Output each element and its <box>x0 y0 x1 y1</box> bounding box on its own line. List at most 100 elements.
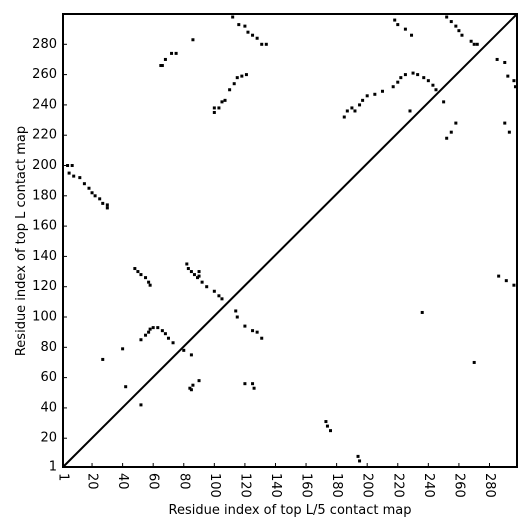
contact-point <box>197 379 201 383</box>
contact-point <box>212 289 216 293</box>
contact-point <box>358 103 362 107</box>
contact-point <box>235 315 239 319</box>
y-tick-label: 100 <box>32 310 57 325</box>
contact-point <box>220 100 224 104</box>
contact-point <box>260 336 264 340</box>
contact-point <box>156 326 160 330</box>
contact-point <box>148 283 152 287</box>
contact-point <box>396 23 400 27</box>
x-axis-label: Residue index of top L/5 contact map <box>169 503 412 518</box>
contact-point <box>121 347 125 351</box>
contact-point <box>217 294 221 298</box>
x-tick-label: 80 <box>176 473 191 490</box>
contact-point <box>420 310 424 314</box>
contact-point <box>251 33 255 37</box>
contact-point <box>228 88 232 92</box>
contact-point <box>182 348 186 352</box>
contact-point <box>66 164 70 168</box>
y-tick-label: 40 <box>40 400 57 415</box>
y-tick-label: 120 <box>32 279 57 294</box>
contact-point <box>67 171 71 175</box>
contact-point <box>78 176 82 180</box>
contact-point <box>90 191 94 195</box>
contact-point <box>170 51 174 55</box>
x-tick-label: 220 <box>390 473 405 498</box>
contact-point <box>442 100 446 104</box>
x-tick-label: 120 <box>237 473 252 498</box>
contact-point <box>449 20 453 24</box>
contact-point <box>189 388 193 392</box>
contact-point <box>147 280 151 284</box>
y-tick-label: 180 <box>32 188 57 203</box>
contact-point <box>422 76 426 80</box>
contact-point <box>188 386 192 390</box>
contact-point <box>160 64 164 68</box>
contact-point <box>365 94 369 98</box>
contact-point <box>144 276 148 280</box>
contact-point <box>101 357 105 361</box>
contact-point <box>197 274 201 278</box>
contact-point <box>449 130 453 134</box>
contact-point <box>124 385 128 389</box>
contact-point <box>70 164 74 168</box>
contact-point <box>243 24 247 28</box>
contact-point <box>416 73 420 77</box>
contact-point <box>431 83 435 87</box>
contact-point <box>243 382 247 386</box>
contact-point <box>454 121 458 125</box>
y-tick-label: 60 <box>40 370 57 385</box>
contact-point <box>72 174 76 178</box>
contact-point <box>255 330 259 334</box>
contact-point <box>460 33 464 37</box>
contact-point <box>324 420 328 424</box>
contact-point <box>189 353 193 357</box>
contact-point <box>396 80 400 84</box>
contact-point <box>497 274 501 278</box>
x-tick-label: 160 <box>299 473 314 498</box>
contact-point <box>148 327 152 331</box>
contact-point <box>234 309 238 313</box>
contact-point <box>403 73 407 77</box>
contact-point <box>220 297 224 301</box>
contact-point <box>139 403 143 407</box>
y-tick-label: 140 <box>32 249 57 264</box>
contact-point <box>200 280 204 284</box>
contact-point <box>252 386 256 390</box>
contact-point <box>391 85 395 89</box>
contact-point <box>342 115 346 119</box>
contact-point <box>513 85 517 89</box>
contact-point <box>361 98 365 102</box>
x-tick-label: 180 <box>329 473 344 498</box>
contact-point <box>356 454 360 458</box>
contact-point <box>93 194 97 198</box>
contact-point <box>196 276 200 280</box>
contact-point <box>393 18 397 22</box>
y-tick-label: 280 <box>32 37 57 52</box>
x-tick-label: 1 <box>56 473 71 481</box>
contact-point <box>212 106 216 110</box>
contact-point <box>136 270 140 274</box>
contact-point <box>475 42 479 46</box>
contact-point <box>191 383 195 387</box>
contact-point <box>192 273 196 277</box>
contact-point <box>189 270 193 274</box>
contact-point <box>503 121 507 125</box>
x-tick-label: 200 <box>360 473 375 498</box>
contact-point <box>223 98 227 102</box>
contact-point <box>105 206 109 210</box>
contact-point <box>495 57 499 61</box>
contact-point <box>399 76 403 80</box>
contact-point <box>426 79 430 83</box>
contact-point <box>251 382 255 386</box>
y-tick-label: 160 <box>32 219 57 234</box>
x-tick-label: 280 <box>482 473 497 498</box>
contact-point <box>171 341 175 345</box>
contact-point <box>205 285 209 289</box>
contact-point <box>105 203 109 207</box>
plot-frame <box>62 13 518 468</box>
contact-point <box>411 71 415 75</box>
contact-point <box>163 332 167 336</box>
contact-point <box>246 30 250 34</box>
contact-point <box>380 89 384 93</box>
